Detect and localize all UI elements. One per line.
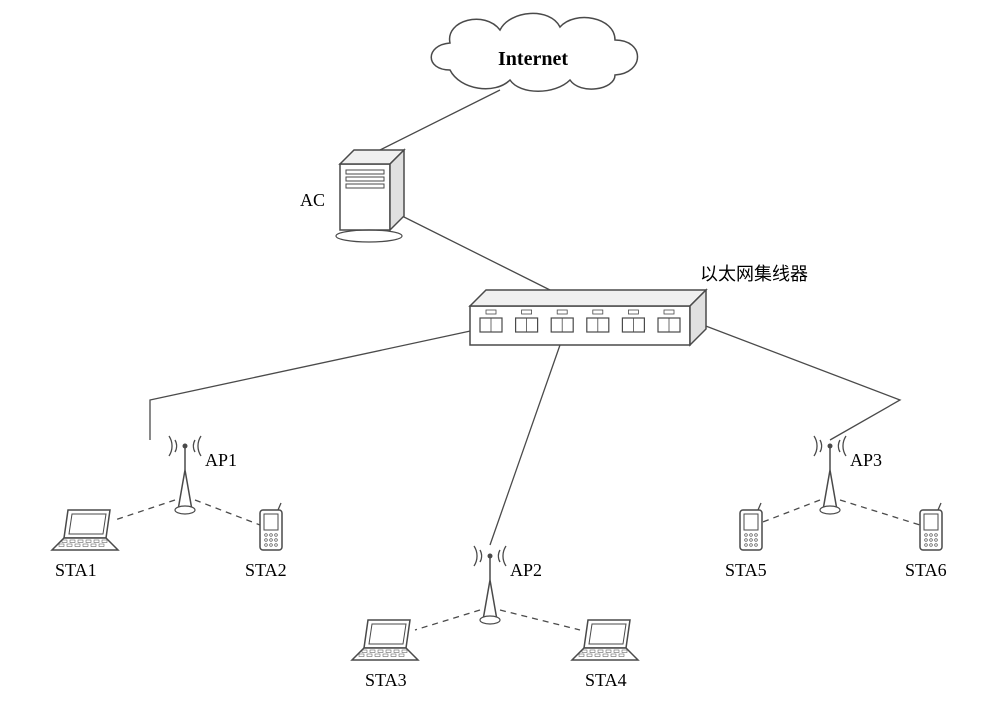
station-label-sta4: STA4 [585, 670, 627, 691]
station-sta6 [920, 503, 942, 550]
station-label-sta1: STA1 [55, 560, 97, 581]
ac-label: AC [300, 190, 325, 211]
ap-ap2 [474, 546, 506, 624]
diagram-canvas [0, 0, 1000, 707]
station-sta2 [260, 503, 282, 550]
ac-server [336, 150, 404, 242]
ap-label-ap2: AP2 [510, 560, 542, 581]
ap-label-ap1: AP1 [205, 450, 237, 471]
station-sta4 [572, 620, 638, 660]
station-label-sta5: STA5 [725, 560, 767, 581]
internet-label: Internet [498, 48, 568, 71]
station-label-sta3: STA3 [365, 670, 407, 691]
hub-label: 以太网集线器 [700, 260, 808, 286]
station-sta5 [740, 503, 762, 550]
ap-label-ap3: AP3 [850, 450, 882, 471]
station-label-sta6: STA6 [905, 560, 947, 581]
station-sta3 [352, 620, 418, 660]
station-label-sta2: STA2 [245, 560, 287, 581]
station-sta1 [52, 510, 118, 550]
ethernet-hub [470, 290, 706, 345]
ap-ap3 [814, 436, 846, 514]
ap-ap1 [169, 436, 201, 514]
